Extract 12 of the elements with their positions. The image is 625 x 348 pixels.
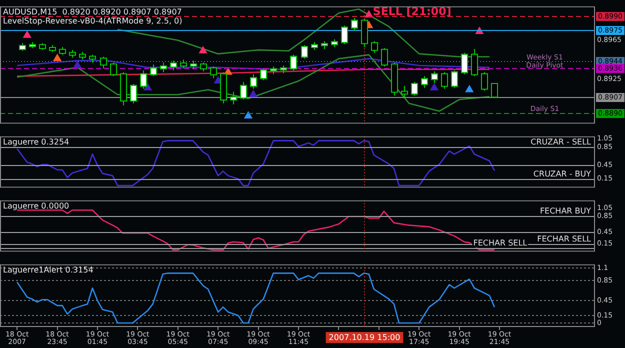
text: LevelStop-Reverse-vB0-4(ATRMode 9, 2.5, 0) <box>3 16 182 26</box>
chart-title: Laguerre 0.0000 <box>3 201 70 210</box>
chart-title: AUDUSD,M15 0.8920 0.8920 0.8907 0.8907 <box>3 7 182 16</box>
chart-title: Laguerre 0.3254 <box>3 137 70 146</box>
ref-line-label: 2007.10.19 15:00 <box>328 333 400 342</box>
ref-line-label: CRUZAR - SELL <box>530 138 592 147</box>
chart-title: Laguerre1Alert 0.3154 <box>3 265 94 274</box>
annotation: SELL [21:00] <box>372 4 452 18</box>
ref-line-label: FECHAR SELL <box>473 238 528 248</box>
ref-line-label: CRUZAR - BUY <box>533 170 592 179</box>
ref-line-label: FECHAR SELL <box>537 234 592 244</box>
ref-line-label: FECHAR BUY <box>540 206 592 216</box>
